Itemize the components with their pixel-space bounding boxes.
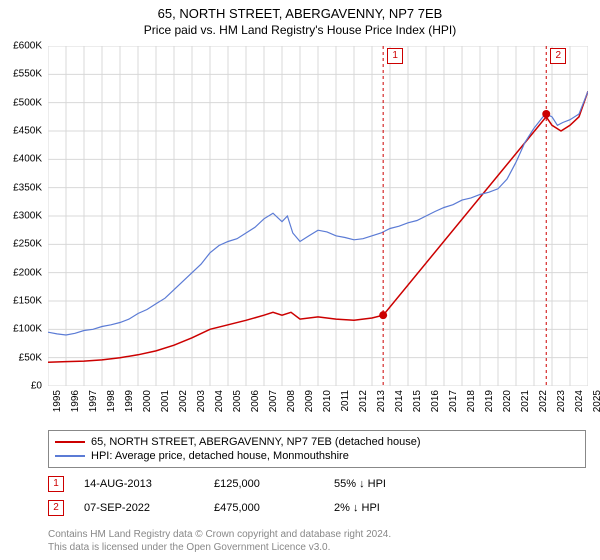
x-axis-tick-label: 2019 bbox=[484, 390, 495, 412]
y-axis-tick-label: £500K bbox=[13, 97, 42, 108]
x-axis-tick-label: 2023 bbox=[556, 390, 567, 412]
y-axis-tick-label: £50K bbox=[19, 352, 42, 363]
title-block: 65, NORTH STREET, ABERGAVENNY, NP7 7EB P… bbox=[0, 0, 600, 37]
legend-row: HPI: Average price, detached house, Monm… bbox=[55, 449, 579, 463]
x-axis-tick-label: 2012 bbox=[358, 390, 369, 412]
sale-marker-box: 2 bbox=[48, 500, 64, 516]
chart-marker-label: 2 bbox=[550, 48, 566, 64]
y-axis-tick-label: £450K bbox=[13, 126, 42, 137]
y-axis-tick-label: £400K bbox=[13, 154, 42, 165]
sale-row: 2 07-SEP-2022 £475,000 2% ↓ HPI bbox=[48, 500, 380, 516]
x-axis-tick-label: 2015 bbox=[412, 390, 423, 412]
legend-swatch bbox=[55, 441, 85, 443]
chart-marker-label: 1 bbox=[387, 48, 403, 64]
footnote-line: Contains HM Land Registry data © Crown c… bbox=[48, 528, 391, 541]
x-axis-tick-label: 2010 bbox=[322, 390, 333, 412]
y-axis-tick-label: £250K bbox=[13, 239, 42, 250]
sale-price: £475,000 bbox=[214, 502, 334, 514]
chart-svg bbox=[48, 46, 588, 386]
sale-date: 07-SEP-2022 bbox=[84, 502, 214, 514]
x-axis-tick-label: 1996 bbox=[70, 390, 81, 412]
x-axis-tick-label: 2000 bbox=[142, 390, 153, 412]
x-axis-tick-label: 2007 bbox=[268, 390, 279, 412]
legend-box: 65, NORTH STREET, ABERGAVENNY, NP7 7EB (… bbox=[48, 430, 586, 468]
x-axis-tick-label: 1995 bbox=[52, 390, 63, 412]
legend-swatch bbox=[55, 455, 85, 457]
sale-row: 1 14-AUG-2013 £125,000 55% ↓ HPI bbox=[48, 476, 386, 492]
y-axis-tick-label: £200K bbox=[13, 267, 42, 278]
x-axis-tick-label: 2013 bbox=[376, 390, 387, 412]
x-axis-tick-label: 2016 bbox=[430, 390, 441, 412]
footnote: Contains HM Land Registry data © Crown c… bbox=[48, 528, 391, 554]
x-axis-tick-label: 2020 bbox=[502, 390, 513, 412]
y-axis-tick-label: £300K bbox=[13, 211, 42, 222]
x-axis-tick-label: 2011 bbox=[340, 390, 351, 412]
x-axis-tick-label: 2022 bbox=[538, 390, 549, 412]
title-address: 65, NORTH STREET, ABERGAVENNY, NP7 7EB bbox=[0, 6, 600, 21]
x-axis-tick-label: 2006 bbox=[250, 390, 261, 412]
sale-delta: 55% ↓ HPI bbox=[334, 478, 386, 490]
x-axis-tick-label: 2014 bbox=[394, 390, 405, 412]
y-axis-tick-label: £0 bbox=[31, 381, 42, 392]
x-axis-tick-label: 1997 bbox=[88, 390, 99, 412]
legend-label: HPI: Average price, detached house, Monm… bbox=[91, 450, 349, 462]
x-axis-tick-label: 2001 bbox=[160, 390, 171, 412]
y-axis-tick-label: £600K bbox=[13, 41, 42, 52]
sale-price: £125,000 bbox=[214, 478, 334, 490]
x-axis-tick-label: 2018 bbox=[466, 390, 477, 412]
y-axis-tick-label: £100K bbox=[13, 324, 42, 335]
x-axis-tick-label: 2024 bbox=[574, 390, 585, 412]
x-axis-tick-label: 2004 bbox=[214, 390, 225, 412]
x-axis-tick-label: 2002 bbox=[178, 390, 189, 412]
sale-date: 14-AUG-2013 bbox=[84, 478, 214, 490]
chart-container: 65, NORTH STREET, ABERGAVENNY, NP7 7EB P… bbox=[0, 0, 600, 560]
x-axis-tick-label: 2005 bbox=[232, 390, 243, 412]
x-axis-tick-label: 2008 bbox=[286, 390, 297, 412]
title-subtitle: Price paid vs. HM Land Registry's House … bbox=[0, 23, 600, 37]
x-axis-tick-label: 2009 bbox=[304, 390, 315, 412]
x-axis-tick-label: 1999 bbox=[124, 390, 135, 412]
legend-label: 65, NORTH STREET, ABERGAVENNY, NP7 7EB (… bbox=[91, 436, 421, 448]
y-axis-tick-label: £150K bbox=[13, 296, 42, 307]
y-axis-tick-label: £550K bbox=[13, 69, 42, 80]
sale-marker-box: 1 bbox=[48, 476, 64, 492]
x-axis-tick-label: 2017 bbox=[448, 390, 459, 412]
y-axis-tick-label: £350K bbox=[13, 182, 42, 193]
legend-row: 65, NORTH STREET, ABERGAVENNY, NP7 7EB (… bbox=[55, 435, 579, 449]
x-axis-tick-label: 2021 bbox=[520, 390, 531, 412]
chart-area: £0£50K£100K£150K£200K£250K£300K£350K£400… bbox=[48, 46, 588, 386]
x-axis-tick-label: 1998 bbox=[106, 390, 117, 412]
x-axis-tick-label: 2003 bbox=[196, 390, 207, 412]
footnote-line: This data is licensed under the Open Gov… bbox=[48, 541, 391, 554]
sale-delta: 2% ↓ HPI bbox=[334, 502, 380, 514]
x-axis-tick-label: 2025 bbox=[592, 390, 600, 412]
